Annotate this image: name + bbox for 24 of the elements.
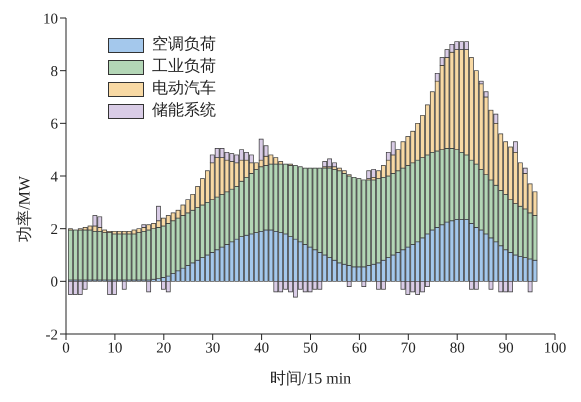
x-tick-label: 60 [352, 340, 367, 357]
x-axis-title: 时间/15 min [270, 369, 352, 388]
y-tick-label: 0 [50, 274, 58, 291]
y-tick-label: 6 [50, 116, 58, 133]
x-tick-label: 80 [450, 340, 465, 357]
y-tick-label: 2 [50, 222, 58, 238]
x-tick-label: 10 [107, 340, 122, 357]
y-axis-title: 功率/MW [16, 175, 34, 242]
legend-label: 电动汽车 [152, 78, 216, 99]
x-tick-label: 90 [498, 340, 514, 357]
x-tick-label: 30 [205, 340, 220, 357]
y-tick-label: -2 [46, 327, 58, 344]
x-tick-label: 70 [400, 340, 416, 357]
legend-label: 储能系统 [152, 100, 216, 121]
x-tick-label: 0 [62, 340, 70, 357]
y-tick-label: 8 [50, 64, 58, 80]
legend-label: 工业负荷 [152, 56, 216, 77]
y-tick-label: 4 [50, 169, 58, 186]
x-tick-label: 40 [254, 340, 270, 357]
x-tick-label: 100 [544, 340, 566, 357]
legend-label: 空调负荷 [152, 34, 216, 55]
x-tick-label: 50 [303, 340, 318, 357]
x-tick-label: 20 [156, 340, 172, 357]
y-tick-label: 10 [43, 11, 58, 28]
